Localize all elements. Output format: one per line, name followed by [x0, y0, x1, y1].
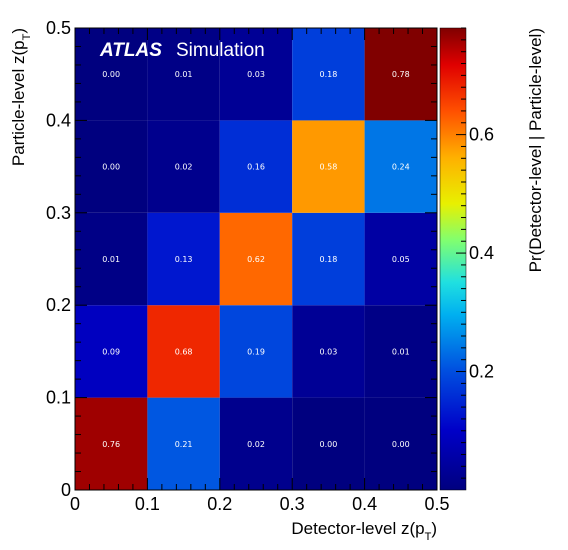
axis-ticks: 0 0.1 0.2 0.3 0.4 0.5 0 0.1 0.2 0.3 0.4 0.5	[46, 18, 450, 514]
cell-value-label: 0.13	[175, 255, 193, 264]
heatmap-cell	[219, 28, 293, 121]
heatmap-cell	[75, 397, 148, 490]
heatmap-cell	[75, 28, 148, 121]
heatmap-cell	[292, 28, 365, 121]
heatmap-cell	[147, 212, 220, 306]
cell-value-label: 0.03	[319, 347, 337, 356]
cell-value-label: 0.21	[175, 440, 193, 449]
heatmap-cell	[292, 120, 365, 213]
cell-value-label: 0.76	[102, 440, 120, 449]
y-tick-label: 0.2	[46, 295, 71, 315]
cell-value-label: 0.68	[175, 347, 193, 356]
cell-value-label: 0.18	[319, 70, 337, 79]
cell-value-label: 0.00	[392, 440, 410, 449]
cell-value-label: 0.62	[247, 255, 265, 264]
y-axis-label: Particle-level z(pT)	[9, 28, 33, 166]
cell-value-label: 0.02	[247, 440, 265, 449]
colorbar-label: Pr(Detector-level | Particle-level)	[526, 28, 545, 272]
heatmap-cell	[147, 120, 220, 213]
heatmap-cells	[75, 28, 437, 490]
colorbar-tick-label: 0.2	[469, 362, 494, 382]
y-tick-label: 0.1	[46, 388, 71, 408]
heatmap-cell	[147, 28, 220, 121]
x-tick-label: 0.3	[280, 494, 305, 514]
y-tick-label: 0	[61, 480, 71, 500]
atlas-label: ATLAS Simulation	[99, 40, 265, 61]
heatmap-cell	[219, 305, 293, 398]
cell-value-label: 0.01	[392, 347, 410, 356]
cell-value-label: 0.58	[319, 163, 337, 172]
heatmap-cell	[219, 397, 293, 490]
heatmap-cell	[364, 28, 437, 121]
colorbar-ticks: 0.2 0.4 0.6	[456, 27, 494, 479]
heatmap-cell	[147, 397, 220, 490]
cell-value-label: 0.05	[392, 255, 410, 264]
heatmap-cell	[75, 212, 148, 306]
heatmap-cell	[219, 212, 293, 306]
cell-value-label: 0.01	[175, 70, 193, 79]
y-tick-label: 0.3	[46, 203, 71, 223]
cell-value-label: 0.78	[392, 70, 410, 79]
heatmap-cell	[364, 120, 437, 213]
colorbar-tick-label: 0.4	[469, 243, 494, 263]
cell-value-label: 0.00	[319, 440, 337, 449]
x-tick-label: 0.5	[424, 494, 449, 514]
cell-value-labels: 0.76 0.21 0.02 0.00 0.00 0.09 0.68 0.19 0.03 0.01…	[102, 70, 409, 449]
colorbar: 0.2 0.4 0.6 Pr(Detector-level | Particle-l…	[439, 27, 545, 491]
heatmap-cell	[364, 212, 437, 306]
x-tick-label: 0.2	[207, 494, 232, 514]
x-tick-label: 0.4	[352, 494, 377, 514]
heatmap-cell	[75, 305, 148, 398]
heatmap-cell	[147, 305, 220, 398]
cell-value-label: 0.00	[102, 163, 120, 172]
y-tick-label: 0.5	[46, 18, 71, 38]
colorbar-gradient	[439, 27, 467, 491]
heatmap-cell	[292, 397, 365, 490]
cell-value-label: 0.03	[247, 70, 265, 79]
heatmap-cell	[219, 120, 293, 213]
atlas-brand-text: ATLAS	[99, 40, 162, 61]
y-tick-label: 0.4	[46, 110, 71, 130]
x-axis-label: Detector-level z(pT)	[291, 519, 437, 543]
x-tick-label: 0.1	[135, 494, 160, 514]
cell-value-label: 0.16	[247, 163, 265, 172]
cell-value-label: 0.18	[319, 255, 337, 264]
colorbar-tick-label: 0.6	[469, 125, 494, 145]
heatmap-cell	[364, 305, 437, 398]
x-tick-label: 0	[70, 494, 80, 514]
heatmap-cell	[364, 397, 437, 490]
cell-value-label: 0.09	[102, 347, 120, 356]
cell-value-label: 0.19	[247, 347, 265, 356]
cell-value-label: 0.01	[102, 255, 120, 264]
cell-value-label: 0.24	[392, 163, 410, 172]
plot-frame	[74, 27, 438, 491]
atlas-simulation-text: Simulation	[176, 40, 265, 61]
cell-value-label: 0.02	[175, 163, 193, 172]
heatmap-cell	[75, 120, 148, 213]
cell-value-label: 0.00	[102, 70, 120, 79]
heatmap-cell	[292, 212, 365, 306]
heatmap-cell	[292, 305, 365, 398]
